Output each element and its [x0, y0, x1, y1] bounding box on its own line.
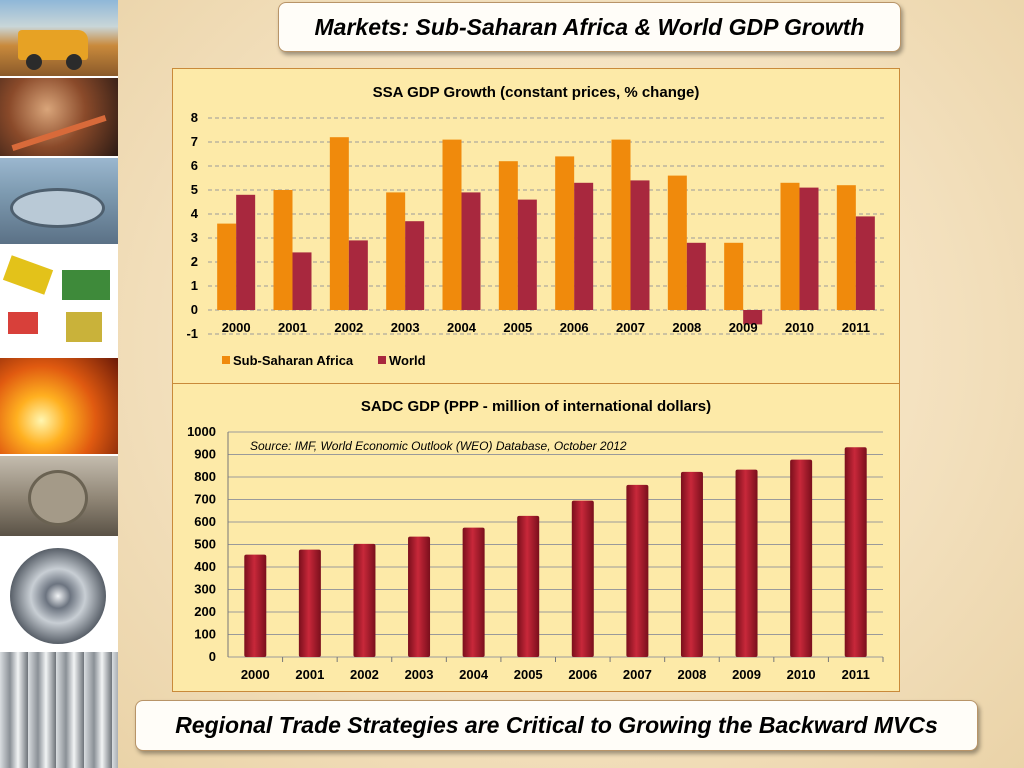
- photo-strip: [0, 0, 118, 768]
- mine-shaft-photo: [0, 78, 118, 158]
- grinding-mill-photo: [0, 456, 118, 538]
- mining-truck-photo: [0, 0, 118, 78]
- slide-title-text: Markets: Sub-Saharan Africa & World GDP …: [314, 13, 865, 40]
- steel-coil-photo: [0, 538, 118, 652]
- slide-footer-text: Regional Trade Strategies are Critical t…: [175, 712, 938, 738]
- slide-title: Markets: Sub-Saharan Africa & World GDP …: [278, 2, 901, 52]
- steel-pipes-photo: [0, 652, 118, 768]
- thickener-tank-photo: [0, 158, 118, 246]
- chart-divider: [172, 383, 900, 384]
- slide-footer: Regional Trade Strategies are Critical t…: [135, 700, 978, 751]
- molten-metal-photo: [0, 358, 118, 456]
- processing-equipment-photo: [0, 246, 118, 358]
- chart-panel: [172, 68, 900, 692]
